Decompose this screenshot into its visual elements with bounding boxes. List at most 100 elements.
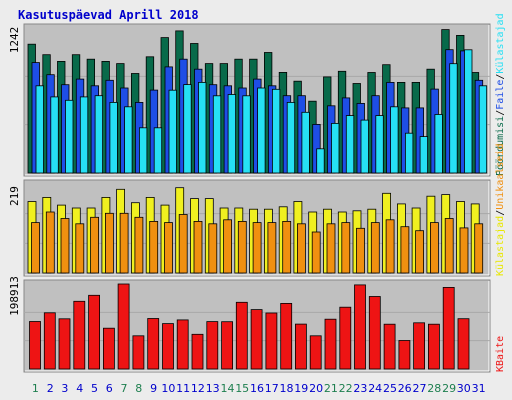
x-tick-label: 13 xyxy=(206,382,220,395)
x-tick-label: 27 xyxy=(413,382,427,395)
bar-kbaite xyxy=(191,333,204,370)
bar-kbaite xyxy=(265,312,278,370)
x-tick-label: 24 xyxy=(368,382,382,395)
panel-middle: 219 xyxy=(8,179,491,277)
bar-k-lastajad xyxy=(198,82,207,174)
bar-kbaite xyxy=(280,302,293,370)
bar-unikaalseid xyxy=(134,216,144,274)
bar-kbaite xyxy=(88,294,100,370)
bar-kbaite xyxy=(221,321,234,370)
y-max-label: 219 xyxy=(8,186,21,206)
bar-kbaite xyxy=(103,327,115,370)
x-tick-label: 21 xyxy=(324,382,338,395)
legends: Pöördumisi/Faile/KülastajadKülastajad/Un… xyxy=(495,13,506,372)
bar-kbaite xyxy=(117,283,130,370)
bar-k-lastajad xyxy=(434,114,443,174)
legend-top: Pöördumisi/Faile/Külastajad xyxy=(495,13,506,176)
bar-kbaite xyxy=(43,312,56,370)
x-tick-label: 17 xyxy=(265,382,279,395)
bar-unikaalseid xyxy=(341,222,351,274)
bar-k-lastajad xyxy=(271,88,281,174)
bar-k-lastajad xyxy=(390,106,399,174)
bar-unikaalseid xyxy=(193,220,203,274)
bar-kbaite xyxy=(29,321,41,370)
bar-k-lastajad xyxy=(331,123,340,174)
bar-unikaalseid xyxy=(474,223,484,274)
bar-k-lastajad xyxy=(316,148,325,174)
bar-k-lastajad xyxy=(94,95,103,174)
bar-unikaalseid xyxy=(267,222,277,274)
bar-unikaalseid xyxy=(208,223,218,274)
bar-kbaite xyxy=(294,323,307,370)
x-tick-label: 20 xyxy=(309,382,323,395)
x-tick-label: 1 xyxy=(32,382,39,395)
x-tick-label: 8 xyxy=(135,382,142,395)
bar-unikaalseid xyxy=(296,223,306,274)
bar-k-lastajad xyxy=(257,87,266,174)
x-tick-label: 2 xyxy=(47,382,54,395)
x-tick-label: 29 xyxy=(442,382,456,395)
bar-unikaalseid xyxy=(429,222,439,274)
bar-unikaalseid xyxy=(149,220,159,274)
x-tick-label: 9 xyxy=(150,382,157,395)
x-axis-labels: 1 2 3 4 5 6 7 8 9 10 11 12 13 14 15 16 17 18 19 20 21 22 23 24 2… xyxy=(32,382,486,395)
legend-separator: / xyxy=(495,74,506,80)
bar-unikaalseid xyxy=(252,222,262,274)
legend-entry: Unikaalseid xyxy=(495,144,506,210)
bar-unikaalseid xyxy=(356,227,365,274)
bar-kbaite xyxy=(235,301,248,370)
bar-k-lastajad xyxy=(345,115,355,174)
bar-unikaalseid xyxy=(60,218,70,274)
x-tick-label: 11 xyxy=(176,382,190,395)
bar-kbaite xyxy=(457,318,470,370)
legend-entry: KBaite xyxy=(495,336,506,372)
bar-kbaite xyxy=(354,284,366,370)
bar-unikaalseid xyxy=(119,212,129,274)
bar-k-lastajad xyxy=(65,99,74,174)
x-tick-label: 31 xyxy=(472,382,486,395)
bar-kbaite xyxy=(339,306,352,370)
bar-unikaalseid xyxy=(282,220,292,274)
bar-kbaite xyxy=(427,323,440,370)
bar-k-lastajad xyxy=(419,136,429,174)
x-tick-label: 6 xyxy=(106,382,113,395)
bar-k-lastajad xyxy=(138,127,148,174)
legend-entry: Külastajad xyxy=(495,216,506,276)
x-tick-label: 7 xyxy=(121,382,128,395)
bar-kbaite xyxy=(413,322,426,370)
bar-kbaite xyxy=(176,319,189,370)
bar-kbaite xyxy=(324,318,337,370)
bar-k-lastajad xyxy=(153,127,163,174)
bar-unikaalseid xyxy=(45,211,55,274)
bar-kbaite xyxy=(132,335,145,370)
bar-kbaite xyxy=(58,318,71,370)
legend-entry: Külastajad xyxy=(495,13,506,73)
bar-kbaite xyxy=(383,323,396,370)
bar-kbaite xyxy=(442,286,455,370)
panel-top: 1242 xyxy=(8,23,491,177)
bar-unikaalseid xyxy=(237,220,247,274)
chart-title: Kasutuspäevad Aprill 2018 xyxy=(18,8,199,22)
bar-k-lastajad xyxy=(227,94,237,174)
bar-unikaalseid xyxy=(223,219,233,274)
bar-unikaalseid xyxy=(415,230,425,274)
legend-separator: / xyxy=(495,210,506,216)
bar-k-lastajad xyxy=(212,95,222,174)
bar-k-lastajad xyxy=(360,119,369,174)
x-tick-label: 28 xyxy=(427,382,441,395)
x-tick-label: 16 xyxy=(250,382,264,395)
x-tick-label: 30 xyxy=(457,382,471,395)
bar-kbaite xyxy=(368,296,381,370)
bar-unikaalseid xyxy=(31,222,40,274)
bar-k-lastajad xyxy=(242,95,251,174)
bar-unikaalseid xyxy=(459,227,469,274)
bar-unikaalseid xyxy=(385,219,395,274)
bar-k-lastajad xyxy=(109,102,118,174)
bar-kbaite xyxy=(398,340,411,370)
bar-k-lastajad xyxy=(464,49,473,174)
x-tick-label: 22 xyxy=(339,382,353,395)
bar-k-lastajad xyxy=(183,84,192,174)
x-tick-label: 26 xyxy=(398,382,412,395)
y-max-label: 198913 xyxy=(8,276,21,316)
